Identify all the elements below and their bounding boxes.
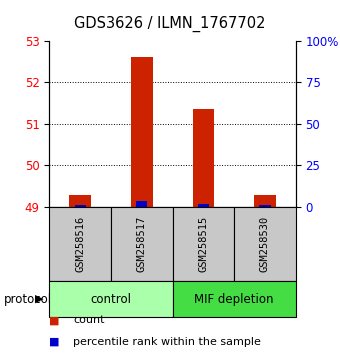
Text: GSM258515: GSM258515 [198,216,208,272]
Bar [173,281,296,317]
Text: GSM258530: GSM258530 [260,216,270,272]
Bar [173,207,234,281]
Text: count: count [73,315,105,325]
Text: protocol: protocol [3,293,52,306]
Text: control: control [90,293,132,306]
Text: percentile rank within the sample: percentile rank within the sample [73,337,261,347]
Bar [74,205,86,207]
Text: ■: ■ [49,315,60,325]
Text: GSM258516: GSM258516 [75,216,85,272]
Bar [192,109,214,207]
Text: ■: ■ [49,337,60,347]
Text: GDS3626 / ILMN_1767702: GDS3626 / ILMN_1767702 [74,16,266,32]
Bar [234,207,296,281]
Bar [136,201,147,207]
Bar [254,195,276,207]
Bar [198,204,209,207]
Bar [69,195,91,207]
Text: ▶: ▶ [35,294,44,304]
Bar [131,57,153,207]
Text: MIF depletion: MIF depletion [194,293,274,306]
Bar [111,207,173,281]
Bar [49,281,173,317]
Text: GSM258517: GSM258517 [137,216,147,272]
Bar [49,207,111,281]
Bar [259,205,271,207]
